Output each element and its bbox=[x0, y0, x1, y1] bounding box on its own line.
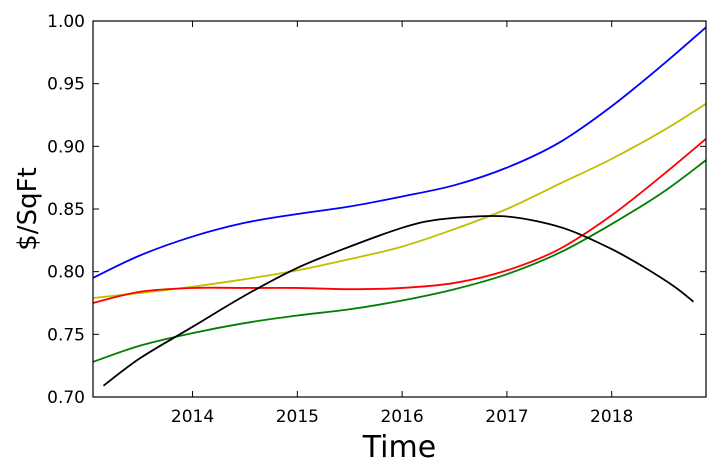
x-axis-label: Time bbox=[362, 430, 436, 465]
x-tick-label: 2018 bbox=[590, 407, 633, 427]
y-tick-label: 0.90 bbox=[47, 137, 85, 157]
y-tick-label: 0.80 bbox=[47, 263, 85, 283]
y-axis-ticks: 0.70 0.75 0.80 0.85 0.90 0.95 1.00 bbox=[47, 12, 706, 408]
y-tick-label: 1.00 bbox=[47, 12, 85, 32]
y-tick-label: 0.70 bbox=[47, 388, 85, 408]
x-tick-label: 2015 bbox=[276, 407, 319, 427]
series-line-1 bbox=[92, 26, 707, 279]
y-tick-label: 0.85 bbox=[47, 200, 85, 220]
x-axis-ticks: 2014 2015 2016 2017 2018 bbox=[171, 21, 633, 427]
series-layer bbox=[92, 26, 707, 387]
plot-frame bbox=[92, 20, 707, 398]
series-line-5 bbox=[102, 215, 694, 387]
series-line-4 bbox=[92, 159, 707, 363]
x-tick-label: 2017 bbox=[485, 407, 528, 427]
y-tick-label: 0.75 bbox=[47, 325, 85, 345]
y-tick-label: 0.95 bbox=[47, 75, 85, 95]
x-tick-label: 2016 bbox=[380, 407, 423, 427]
x-tick-label: 2014 bbox=[171, 407, 214, 427]
series-line-2 bbox=[92, 102, 707, 299]
y-axis-label: $/SqFt bbox=[13, 167, 43, 250]
series-line-3 bbox=[92, 138, 707, 304]
